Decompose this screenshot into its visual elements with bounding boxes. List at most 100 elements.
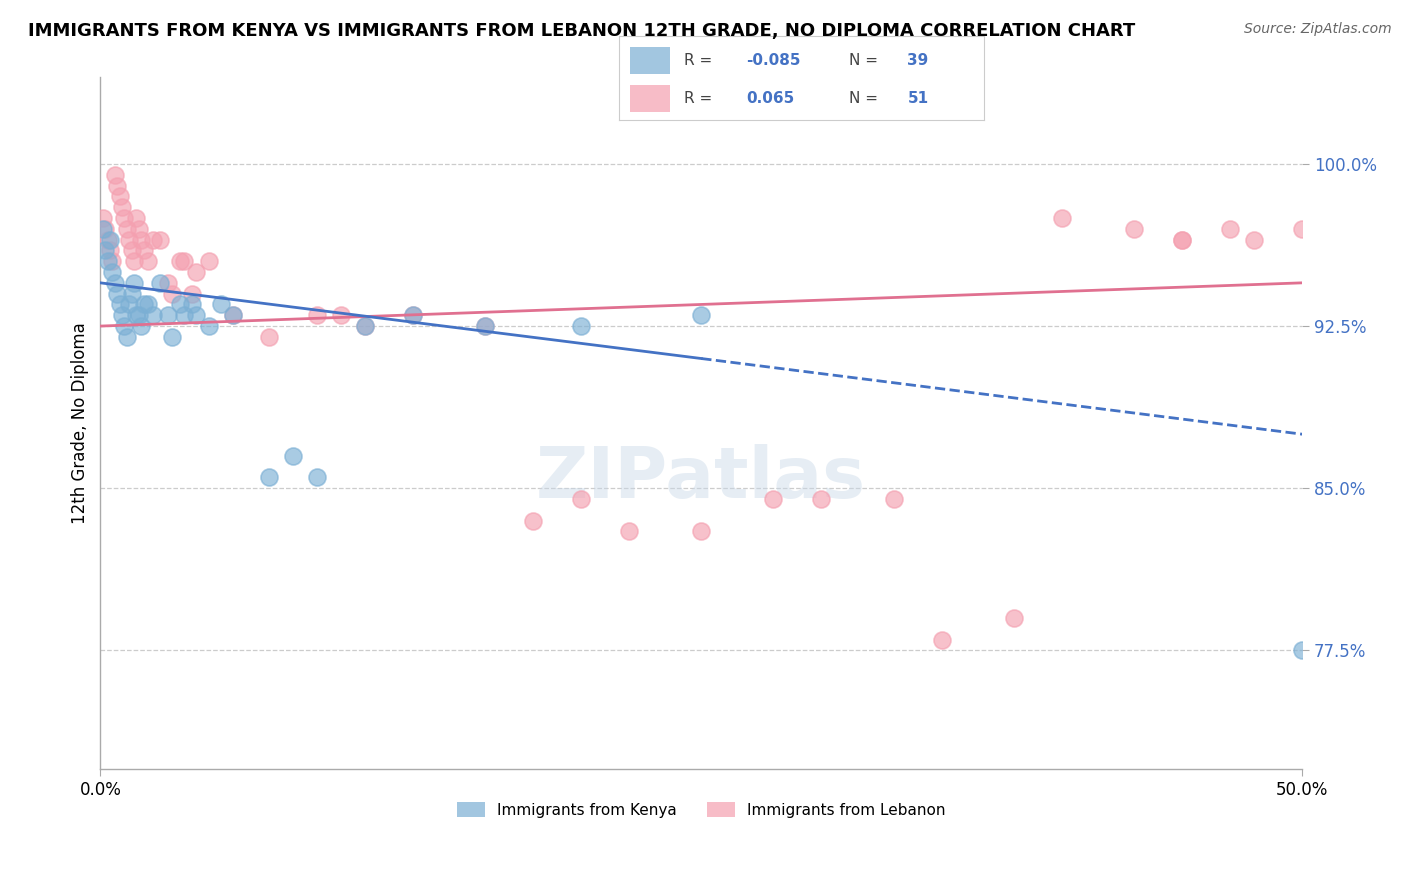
Point: [115, 221, 138, 235]
Point: [108, 189, 131, 203]
Point: [94, 221, 117, 235]
Point: [128, 221, 150, 235]
Point: [162, 286, 184, 301]
Y-axis label: 12th Grade, No Diploma: 12th Grade, No Diploma: [72, 323, 89, 524]
Point: [1002, 611, 1025, 625]
Point: [132, 297, 155, 311]
Point: [1171, 233, 1194, 247]
Point: [353, 319, 375, 334]
Text: ZIPatlas: ZIPatlas: [536, 444, 866, 513]
Point: [105, 178, 128, 193]
Point: [128, 308, 150, 322]
Point: [122, 276, 145, 290]
FancyBboxPatch shape: [630, 85, 669, 112]
Text: R =: R =: [685, 91, 717, 106]
Point: [402, 308, 425, 322]
Point: [108, 297, 131, 311]
Point: [101, 254, 124, 268]
Point: [121, 286, 143, 301]
Point: [1050, 211, 1073, 225]
FancyBboxPatch shape: [630, 46, 669, 74]
Point: [257, 470, 280, 484]
Point: [1219, 221, 1241, 235]
Point: [305, 308, 328, 322]
Text: Source: ZipAtlas.com: Source: ZipAtlas.com: [1244, 22, 1392, 37]
Point: [931, 632, 953, 647]
Point: [690, 524, 713, 539]
Point: [121, 244, 143, 258]
Point: [91, 221, 114, 235]
Point: [142, 308, 165, 322]
Point: [353, 319, 375, 334]
Point: [197, 254, 219, 268]
Point: [281, 449, 304, 463]
Text: N =: N =: [849, 53, 883, 68]
Point: [129, 233, 152, 247]
Point: [118, 297, 141, 311]
Point: [522, 514, 544, 528]
Point: [305, 470, 328, 484]
Point: [690, 308, 713, 322]
Point: [1171, 233, 1194, 247]
Point: [257, 330, 280, 344]
Point: [209, 297, 232, 311]
Point: [569, 319, 592, 334]
Point: [169, 297, 191, 311]
Point: [221, 308, 243, 322]
Point: [149, 233, 172, 247]
Point: [221, 308, 243, 322]
Point: [98, 233, 121, 247]
Point: [173, 308, 195, 322]
Point: [180, 286, 202, 301]
Point: [474, 319, 496, 334]
Point: [94, 244, 117, 258]
Point: [883, 491, 905, 506]
Point: [132, 244, 155, 258]
Point: [402, 308, 425, 322]
Point: [186, 265, 208, 279]
Point: [569, 491, 592, 506]
Point: [97, 254, 120, 268]
Point: [810, 491, 832, 506]
Point: [1122, 221, 1144, 235]
Text: 51: 51: [907, 91, 928, 106]
Point: [142, 233, 165, 247]
Text: R =: R =: [685, 53, 717, 68]
Point: [118, 233, 141, 247]
Point: [111, 200, 134, 214]
Point: [112, 211, 135, 225]
Point: [169, 254, 191, 268]
Point: [104, 168, 127, 182]
Point: [111, 308, 134, 322]
Text: N =: N =: [849, 91, 883, 106]
Text: -0.085: -0.085: [747, 53, 801, 68]
Point: [122, 254, 145, 268]
Point: [162, 330, 184, 344]
Point: [115, 330, 138, 344]
Text: IMMIGRANTS FROM KENYA VS IMMIGRANTS FROM LEBANON 12TH GRADE, NO DIPLOMA CORRELAT: IMMIGRANTS FROM KENYA VS IMMIGRANTS FROM…: [28, 22, 1136, 40]
Point: [125, 308, 148, 322]
Point: [97, 233, 120, 247]
Point: [329, 308, 352, 322]
Point: [98, 244, 121, 258]
Point: [138, 254, 160, 268]
Point: [762, 491, 785, 506]
Text: 39: 39: [907, 53, 929, 68]
Point: [156, 276, 179, 290]
Text: 0.065: 0.065: [747, 91, 794, 106]
Point: [156, 308, 179, 322]
Point: [474, 319, 496, 334]
Point: [101, 265, 124, 279]
Point: [197, 319, 219, 334]
Point: [112, 319, 135, 334]
Point: [173, 254, 195, 268]
Legend: Immigrants from Kenya, Immigrants from Lebanon: Immigrants from Kenya, Immigrants from L…: [451, 796, 952, 824]
Point: [1291, 643, 1313, 657]
Point: [138, 297, 160, 311]
Point: [104, 276, 127, 290]
Point: [1243, 233, 1265, 247]
Point: [617, 524, 640, 539]
Point: [180, 297, 202, 311]
Point: [129, 319, 152, 334]
Point: [1291, 221, 1313, 235]
